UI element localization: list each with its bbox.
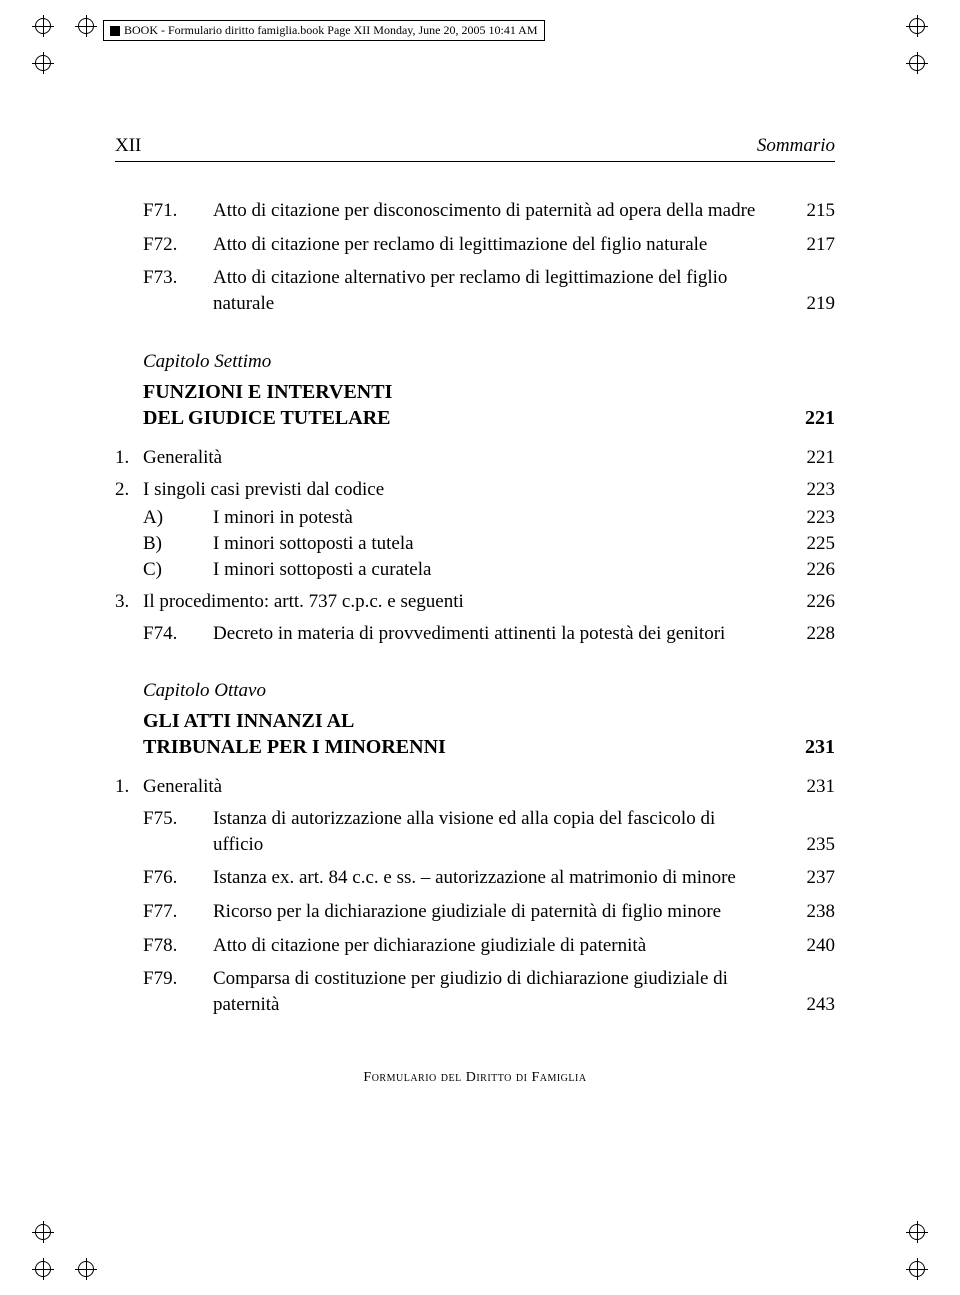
sub-page: 223 [785, 507, 835, 529]
sub-item: C)I minori sottoposti a curatela226 [115, 559, 835, 581]
entry-page: 240 [785, 933, 835, 959]
chapter-title-line: DEL GIUDICE TUTELARE [143, 405, 767, 431]
item-number: 3. [115, 591, 143, 613]
item-text: Generalità [143, 776, 785, 798]
numbered-item: 1.Generalità221 [115, 447, 835, 469]
file-tag-text: BOOK - Formulario diritto famiglia.book … [124, 23, 538, 38]
entry-code: F78. [115, 933, 213, 959]
entry-code: F77. [115, 899, 213, 925]
toc-entry: F75.Istanza di autorizzazione alla visio… [115, 806, 835, 857]
crop-mark-icon [909, 1261, 925, 1277]
file-tag: BOOK - Formulario diritto famiglia.book … [103, 20, 545, 41]
page-header: XII Sommario [115, 135, 835, 162]
entry-code: F71. [115, 198, 213, 224]
chapter-page: 231 [785, 734, 835, 760]
crop-mark-icon [78, 18, 94, 34]
item-text: I singoli casi previsti dal codice [143, 479, 785, 501]
entry-text: Atto di citazione per reclamo di legitti… [213, 232, 785, 258]
chapter-title: FUNZIONI E INTERVENTI DEL GIUDICE TUTELA… [115, 379, 835, 431]
sub-text: I minori sottoposti a curatela [213, 559, 785, 581]
entry-text: Istanza di autorizzazione alla visione e… [213, 806, 785, 857]
entry-text: Atto di citazione per disconoscimento di… [213, 198, 785, 224]
chapter-title-line: GLI ATTI INNANZI AL [143, 708, 767, 734]
item-page: 231 [785, 776, 835, 798]
sub-code: B) [115, 533, 213, 555]
sub-page: 225 [785, 533, 835, 555]
chapter-title: GLI ATTI INNANZI AL TRIBUNALE PER I MINO… [115, 708, 835, 760]
crop-mark-icon [35, 55, 51, 71]
chapter-title-line: TRIBUNALE PER I MINORENNI [143, 734, 767, 760]
crop-mark-icon [35, 1224, 51, 1240]
item-text: Il procedimento: artt. 737 c.p.c. e segu… [143, 591, 785, 613]
item-number: 2. [115, 479, 143, 501]
toc-entry: F79.Comparsa di costituzione per giudizi… [115, 966, 835, 1017]
entry-page: 238 [785, 899, 835, 925]
page-number: XII [115, 135, 141, 157]
sub-text: I minori sottoposti a tutela [213, 533, 785, 555]
crop-mark-icon [78, 1261, 94, 1277]
entry-code: F72. [115, 232, 213, 258]
entry-page: 243 [785, 992, 835, 1018]
sub-item: B)I minori sottoposti a tutela225 [115, 533, 835, 555]
item-number: 1. [115, 447, 143, 469]
toc-entry: F78.Atto di citazione per dichiarazione … [115, 933, 835, 959]
crop-mark-icon [35, 1261, 51, 1277]
crop-mark-icon [909, 18, 925, 34]
crop-mark-icon [909, 55, 925, 71]
entry-code: F73. [115, 265, 213, 316]
entry-text: Atto di citazione per dichiarazione giud… [213, 933, 785, 959]
numbered-item: 2.I singoli casi previsti dal codice223 [115, 479, 835, 501]
entry-text: Atto di citazione alternativo per reclam… [213, 265, 785, 316]
entry-page: 215 [785, 198, 835, 224]
sub-page: 226 [785, 559, 835, 581]
entry-code: F74. [115, 621, 213, 647]
entry-page: 235 [785, 832, 835, 858]
sub-code: C) [115, 559, 213, 581]
entry-text: Istanza ex. art. 84 c.c. e ss. – autoriz… [213, 865, 785, 891]
entry-page: 217 [785, 232, 835, 258]
item-page: 223 [785, 479, 835, 501]
entry-page: 219 [785, 291, 835, 317]
numbered-item: 1. Generalità 231 [115, 776, 835, 798]
sub-code: A) [115, 507, 213, 529]
page-marker-icon [110, 26, 120, 36]
page-footer: Formulario del Diritto di Famiglia [115, 1070, 835, 1086]
crop-mark-icon [909, 1224, 925, 1240]
numbered-item: 3. Il procedimento: artt. 737 c.p.c. e s… [115, 591, 835, 613]
chapter-label: Capitolo Settimo [115, 351, 835, 373]
chapter-label: Capitolo Ottavo [115, 680, 835, 702]
toc-entry: F72.Atto di citazione per reclamo di leg… [115, 232, 835, 258]
entry-text: Ricorso per la dichiarazione giudiziale … [213, 899, 785, 925]
chapter-page: 221 [785, 405, 835, 431]
item-page: 221 [785, 447, 835, 469]
entry-code: F79. [115, 966, 213, 1017]
sub-text: I minori in potestà [213, 507, 785, 529]
toc-entry: F71.Atto di citazione per disconosciment… [115, 198, 835, 224]
entry-code: F76. [115, 865, 213, 891]
crop-mark-icon [35, 18, 51, 34]
toc-entry: F74. Decreto in materia di provvedimenti… [115, 621, 835, 647]
page-content: XII Sommario F71.Atto di citazione per d… [115, 135, 835, 1086]
chapter-title-line: FUNZIONI E INTERVENTI [143, 379, 767, 405]
item-text: Generalità [143, 447, 785, 469]
header-sommario: Sommario [757, 135, 835, 157]
entry-page: 228 [785, 621, 835, 647]
item-number: 1. [115, 776, 143, 798]
entry-text: Comparsa di costituzione per giudizio di… [213, 966, 785, 1017]
item-page: 226 [785, 591, 835, 613]
toc-entry: F76.Istanza ex. art. 84 c.c. e ss. – aut… [115, 865, 835, 891]
entry-page: 237 [785, 865, 835, 891]
toc-entry: F77.Ricorso per la dichiarazione giudizi… [115, 899, 835, 925]
entry-text: Decreto in materia di provvedimenti atti… [213, 621, 785, 647]
toc-entry: F73.Atto di citazione alternativo per re… [115, 265, 835, 316]
sub-item: A)I minori in potestà223 [115, 507, 835, 529]
entry-code: F75. [115, 806, 213, 857]
